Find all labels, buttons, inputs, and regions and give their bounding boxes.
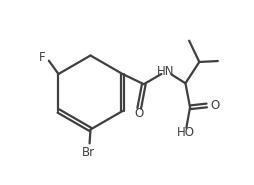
Text: HN: HN	[157, 65, 174, 78]
Text: O: O	[210, 99, 219, 112]
Text: Br: Br	[82, 146, 95, 159]
Text: F: F	[39, 51, 45, 64]
Text: HO: HO	[177, 126, 195, 139]
Text: O: O	[134, 107, 143, 120]
